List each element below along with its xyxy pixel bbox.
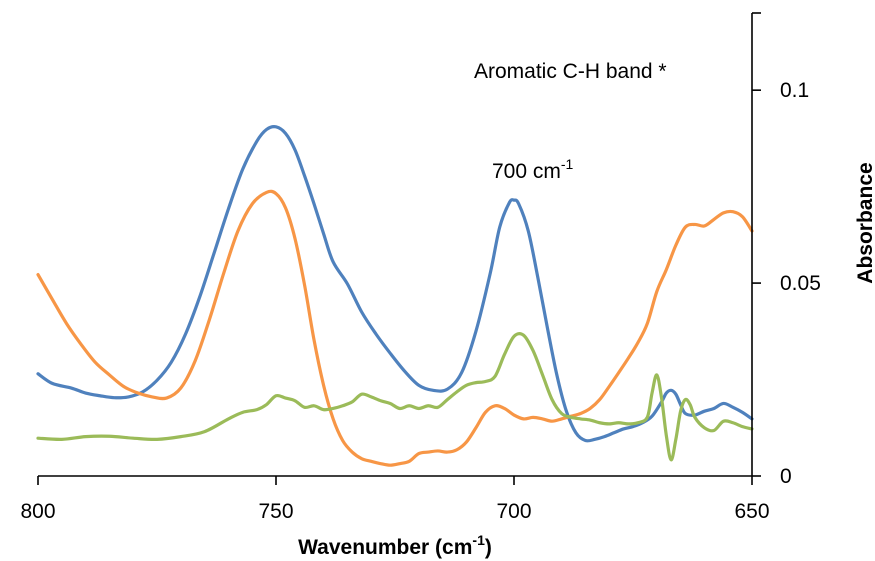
x-axis-title: Wavenumber (cm-1) xyxy=(298,532,492,559)
x-tick-label: 800 xyxy=(20,500,55,523)
y-tick-label: 0.1 xyxy=(780,79,809,102)
annotation-700: 700 cm-1 xyxy=(492,156,574,183)
x-axis-title-end: ) xyxy=(485,536,492,559)
series-line-2 xyxy=(36,189,754,467)
x-tick-label: 650 xyxy=(734,500,769,523)
x-ticks: 800 750 700 650 xyxy=(20,476,770,523)
x-axis-title-main: Wavenumber (cm xyxy=(298,536,472,559)
annotation-700-main: 700 cm xyxy=(492,160,561,183)
x-axis-title-sup: -1 xyxy=(472,532,485,548)
x-tick-label: 750 xyxy=(258,500,293,523)
x-tick-label: 700 xyxy=(496,500,531,523)
series-line-3 xyxy=(36,332,754,462)
y-axis-title: Absorbance xyxy=(854,162,875,283)
annotation-700-sup: -1 xyxy=(561,156,574,172)
y-tick-label: 0 xyxy=(780,465,792,488)
plot-lines xyxy=(36,125,754,467)
y-ticks: 0 0.05 0.1 xyxy=(752,12,821,488)
annotation-aromatic: Aromatic C-H band * xyxy=(474,60,667,83)
y-tick-label: 0.05 xyxy=(780,272,821,295)
series-line-1 xyxy=(36,125,754,443)
